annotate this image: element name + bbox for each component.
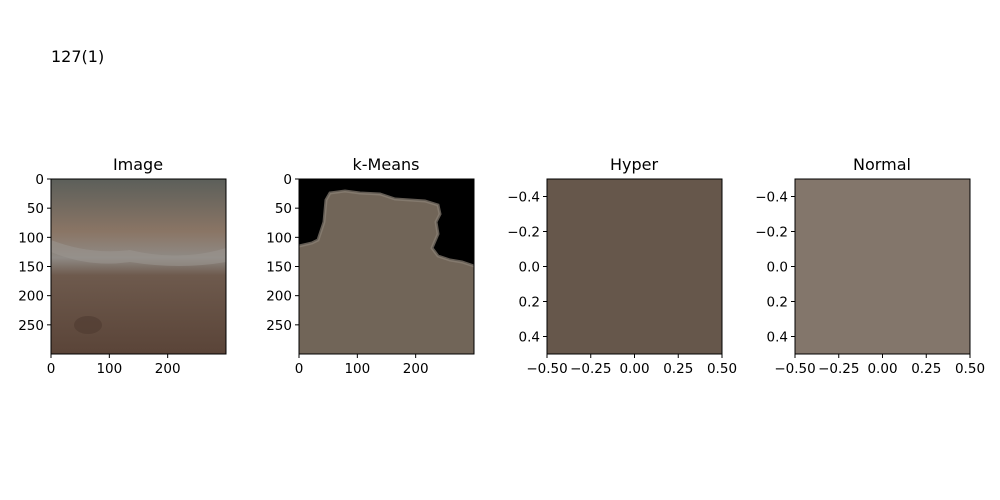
subplot-title-kmeans: k-Means — [352, 155, 420, 174]
kmeans-ytick-label: 150 — [266, 260, 292, 276]
image-xtick-label: 0 — [47, 361, 56, 377]
image-xtick-label: 100 — [96, 361, 122, 377]
hyper-xtick-label: −0.50 — [526, 361, 567, 377]
normal-ytick-label: 0.0 — [767, 260, 788, 276]
normal-xtick-label: 0.50 — [955, 361, 985, 377]
axes-hyper — [546, 178, 723, 355]
image-ytick-label: 200 — [18, 289, 44, 305]
hyper-ytick-label: 0.2 — [519, 295, 540, 311]
kmeans-xtick-label: 0 — [295, 361, 304, 377]
normal-xtick-label: 0.25 — [911, 361, 941, 377]
subplot-title-normal: Normal — [853, 155, 911, 174]
tick-layer: 0 100 200 0 50 100 150 200 250 0 100 200 0 50 100 150 20… — [18, 172, 985, 377]
subplot-title-hyper: Hyper — [609, 155, 659, 174]
axes-kmeans — [298, 178, 475, 355]
hyper-ytick-label: 0.0 — [519, 260, 540, 276]
hyper-xtick-label: 0.50 — [707, 361, 737, 377]
image-ytick-label: 150 — [18, 260, 44, 276]
kmeans-ytick-label: 200 — [266, 289, 292, 305]
axes-normal — [794, 178, 971, 355]
normal-color-patch — [795, 179, 970, 354]
normal-ytick-label: 0.4 — [767, 330, 788, 346]
hyper-ytick-label: −0.4 — [507, 190, 540, 206]
hyper-color-patch — [547, 179, 722, 354]
kmeans-cluster-edge — [298, 189, 475, 268]
image-ytick-label: 250 — [18, 318, 44, 334]
hyper-xtick-label: 0.00 — [619, 361, 649, 377]
image-band-texture — [51, 240, 226, 266]
image-ytick-label: 100 — [18, 230, 44, 246]
kmeans-ytick-label: 250 — [266, 318, 292, 334]
hyper-ytick-label: −0.2 — [507, 225, 540, 241]
image-ytick-label: 50 — [27, 201, 44, 217]
hyper-xtick-label: 0.25 — [663, 361, 693, 377]
kmeans-cluster-region — [299, 191, 474, 354]
normal-ytick-label: −0.2 — [755, 225, 788, 241]
kmeans-xtick-label: 100 — [344, 361, 370, 377]
hyper-xtick-label: −0.25 — [570, 361, 611, 377]
subplot-title-image: Image — [112, 155, 164, 174]
normal-xtick-label: −0.25 — [818, 361, 859, 377]
image-xtick-label: 200 — [155, 361, 181, 377]
normal-xtick-label: −0.50 — [774, 361, 815, 377]
axes-image — [50, 178, 227, 355]
kmeans-ytick-label: 0 — [283, 172, 292, 188]
kmeans-ytick-label: 50 — [275, 201, 292, 217]
normal-xtick-label: 0.00 — [867, 361, 897, 377]
kmeans-xtick-label: 200 — [403, 361, 429, 377]
kmeans-ytick-label: 100 — [266, 230, 292, 246]
normal-ytick-label: 0.2 — [767, 295, 788, 311]
normal-ytick-label: −0.4 — [755, 190, 788, 206]
image-shadow-spot — [74, 316, 102, 334]
hyper-ytick-label: 0.4 — [519, 330, 540, 346]
image-ytick-label: 0 — [35, 172, 44, 188]
figure-title: 127(1) — [51, 47, 105, 66]
